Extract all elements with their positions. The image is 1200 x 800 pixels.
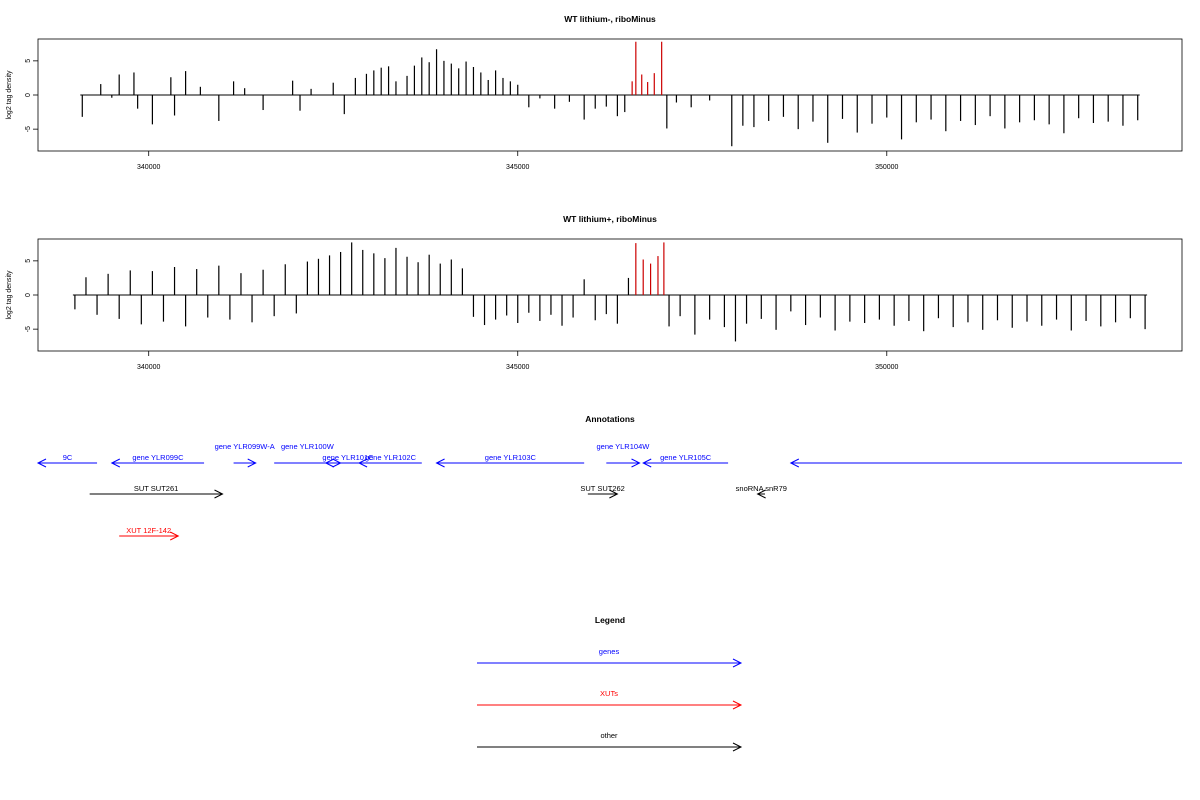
feature-label: snoRNA snR79 — [736, 484, 787, 493]
x-tick-label: 340000 — [137, 164, 160, 171]
arrow-right-icon — [631, 458, 641, 468]
density-panel-2: WT lithium+, riboMinus -5 0 5 log2 tag densi… — [6, 214, 1183, 371]
y-tick-label: 0 — [25, 93, 32, 97]
legend-title: Legend — [595, 615, 625, 625]
feature-label: gene YLR105C — [660, 453, 712, 462]
arrow-right-icon — [732, 742, 743, 752]
annotation-feature-11: SUT SUT262 — [580, 484, 625, 499]
arrow-left-icon — [36, 458, 47, 468]
feature-label: 9C — [63, 453, 73, 462]
legend: Legend genes XUTs other — [477, 615, 743, 752]
annotation-feature-12: snoRNA snR79 — [736, 484, 787, 499]
y-axis-label: log2 tag density — [6, 270, 13, 320]
feature-label: gene YLR104W — [597, 442, 651, 451]
legend-label: XUTs — [600, 689, 618, 698]
arrow-left-icon — [110, 458, 121, 468]
annotation-feature-10: SUT SUT261 — [89, 484, 224, 499]
arrow-right-icon — [609, 489, 619, 499]
x-tick-label: 350000 — [875, 364, 898, 371]
annotation-feature-6: gene YLR103C — [435, 453, 585, 468]
feature-label: SUT SUT261 — [134, 484, 178, 493]
arrow-left-icon — [756, 489, 766, 499]
annotation-feature-1: gene YLR099C — [110, 453, 205, 468]
annotation-feature-13: XUT 12F-142 — [119, 526, 180, 541]
arrow-right-icon — [170, 531, 180, 541]
annotation-feature-0: 9C — [36, 453, 98, 468]
annotation-track: Annotations 9C gene YLR099C gene YLR099W-A g… — [36, 414, 1182, 541]
annotation-feature-8: gene YLR105C — [642, 453, 729, 468]
y-tick-label: -5 — [25, 126, 32, 132]
feature-label: XUT 12F-142 — [126, 526, 171, 535]
density-panel-1: WT lithium-, riboMinus -5 0 5 log2 tag densi… — [6, 14, 1183, 171]
annotation-feature-2: gene YLR099W-A — [215, 442, 275, 468]
arrow-left-icon — [789, 458, 800, 468]
y-tick-label: 0 — [25, 293, 32, 297]
legend-entry-1: XUTs — [477, 689, 743, 710]
panel-title: WT lithium-, riboMinus — [564, 14, 656, 24]
feature-label: gene YLR103C — [485, 453, 537, 462]
arrow-left-icon — [642, 458, 652, 468]
y-tick-label: -5 — [25, 326, 32, 332]
annotation-feature-5: gene YLR102C — [357, 453, 422, 468]
legend-label: other — [600, 731, 618, 740]
feature-label: gene YLR102C — [365, 453, 417, 462]
annotation-feature-7: gene YLR104W — [597, 442, 651, 468]
feature-label: gene YLR099W-A — [215, 442, 275, 451]
y-tick-label: 5 — [25, 59, 32, 63]
x-tick-label: 340000 — [137, 364, 160, 371]
arrow-right-icon — [247, 458, 257, 468]
x-tick-label: 350000 — [875, 164, 898, 171]
feature-label: gene YLR099C — [132, 453, 184, 462]
x-tick-label: 345000 — [506, 164, 529, 171]
feature-label: gene YLR100W — [281, 442, 335, 451]
arrow-right-icon — [732, 658, 743, 668]
arrow-left-icon — [324, 458, 335, 468]
y-axis-label: log2 tag density — [6, 70, 13, 120]
annotation-feature-9 — [789, 458, 1182, 468]
panel-title: WT lithium+, riboMinus — [563, 214, 657, 224]
y-tick-label: 5 — [25, 259, 32, 263]
arrow-right-icon — [732, 700, 743, 710]
arrow-left-icon — [435, 458, 445, 468]
x-tick-label: 345000 — [506, 364, 529, 371]
feature-label: gene YLR101C — [322, 453, 374, 462]
feature-label: SUT SUT262 — [580, 484, 624, 493]
arrow-left-icon — [357, 458, 368, 468]
arrow-right-icon — [214, 489, 224, 499]
legend-label: genes — [599, 647, 620, 656]
legend-entry-2: other — [477, 731, 743, 752]
legend-entry-0: genes — [477, 647, 743, 668]
annotations-title: Annotations — [585, 414, 635, 424]
